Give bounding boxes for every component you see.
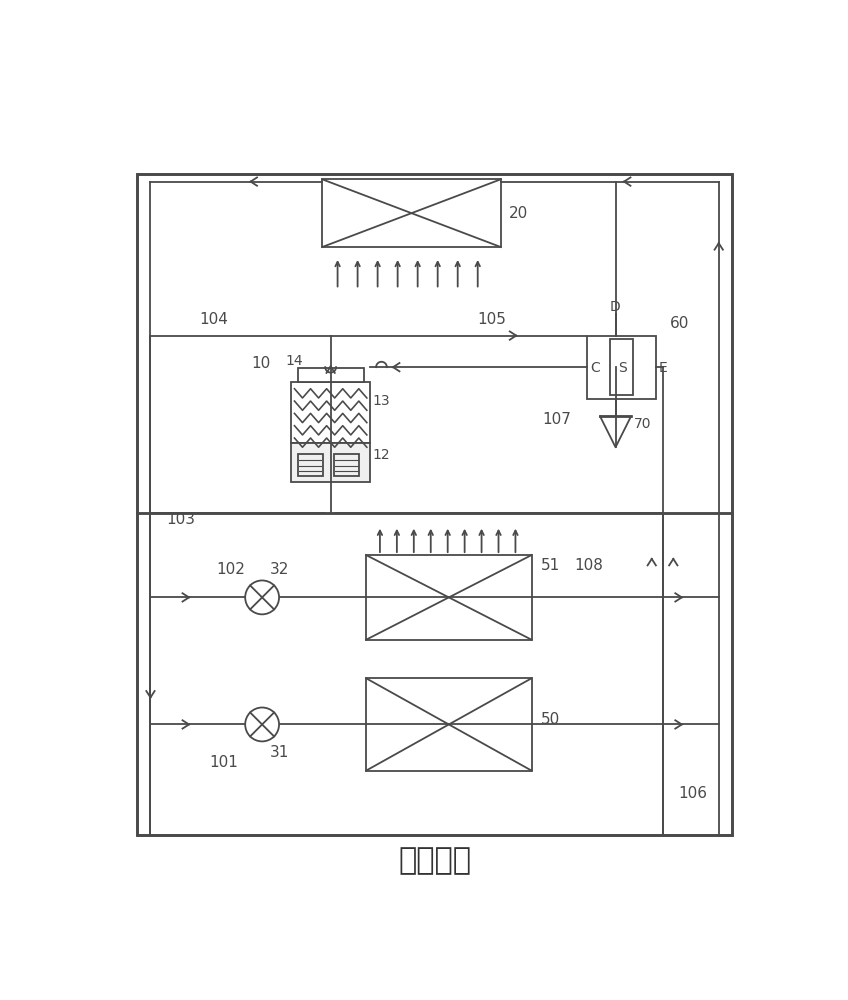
Bar xyxy=(137,174,732,835)
Text: 70: 70 xyxy=(634,417,651,431)
Circle shape xyxy=(245,708,279,741)
Bar xyxy=(137,513,732,835)
Bar xyxy=(292,382,370,443)
Text: 制冷模式: 制冷模式 xyxy=(398,846,471,875)
Bar xyxy=(292,443,370,482)
Bar xyxy=(366,555,532,640)
Text: 20: 20 xyxy=(509,206,527,221)
Text: 107: 107 xyxy=(543,412,572,427)
Text: 14: 14 xyxy=(285,354,303,368)
Text: 105: 105 xyxy=(477,312,506,327)
Text: 108: 108 xyxy=(574,558,603,573)
Text: E: E xyxy=(659,361,667,375)
Text: 60: 60 xyxy=(670,316,689,331)
Text: 101: 101 xyxy=(209,755,238,770)
Text: 32: 32 xyxy=(270,562,289,577)
Text: 12: 12 xyxy=(372,448,390,462)
Text: S: S xyxy=(618,361,627,375)
Text: 31: 31 xyxy=(270,745,289,760)
Text: 50: 50 xyxy=(541,712,561,727)
Text: 103: 103 xyxy=(166,512,195,527)
Text: C: C xyxy=(590,361,600,375)
Bar xyxy=(611,339,633,395)
Bar xyxy=(587,336,656,399)
Text: D: D xyxy=(610,300,620,314)
Bar xyxy=(298,368,364,382)
Text: 51: 51 xyxy=(541,558,561,573)
Bar xyxy=(334,454,360,476)
Text: 106: 106 xyxy=(678,786,707,801)
Text: 10: 10 xyxy=(251,356,271,371)
Bar xyxy=(298,454,323,476)
Circle shape xyxy=(245,580,279,614)
Bar xyxy=(322,179,501,247)
Bar xyxy=(366,678,532,771)
Text: 104: 104 xyxy=(199,312,228,327)
Text: 102: 102 xyxy=(216,562,245,577)
Bar xyxy=(137,174,732,513)
Text: 13: 13 xyxy=(372,394,390,408)
